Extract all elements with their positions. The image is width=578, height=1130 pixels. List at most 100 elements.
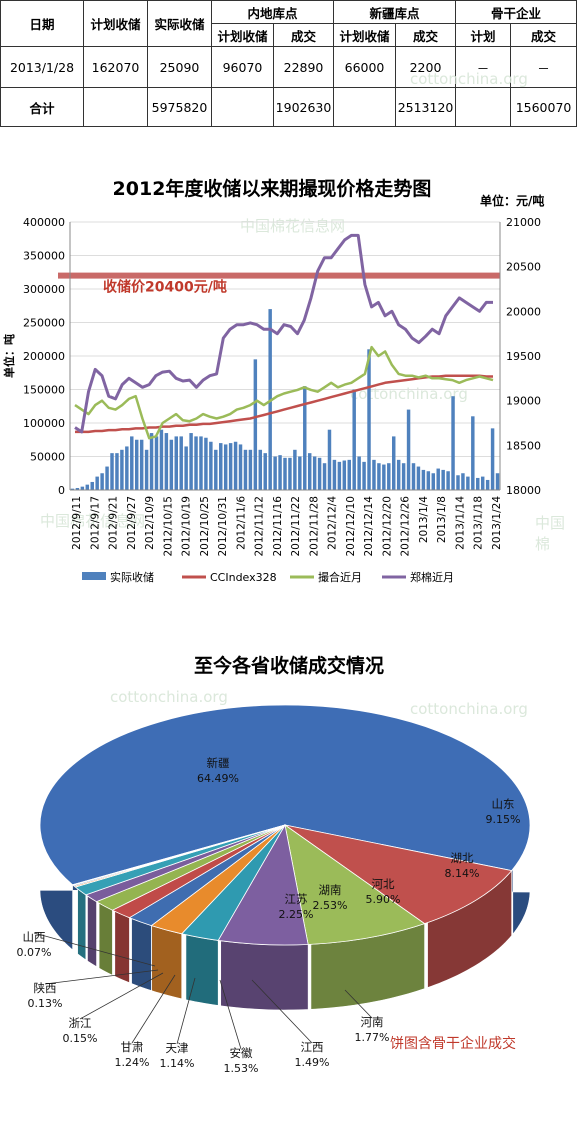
slice-label: 新疆 (207, 756, 230, 770)
province-pie-chart: 至今各省收储成交情况 新疆 64.49% 山东 9.15% 湖北 8.14% 河北 5.90%… (17, 654, 531, 1075)
subheader-cell: 成交 (395, 23, 457, 47)
leader-line (344, 989, 373, 1019)
subheader-cell: 计划收储 (211, 23, 274, 47)
bar (406, 409, 411, 490)
x-tick-label: 2012/10/19 (181, 496, 193, 557)
y-right-tick-label: 18500 (506, 439, 541, 452)
chart1-unit: 单位：元/吨 (480, 193, 544, 208)
slice-pct: 2.53% (313, 899, 348, 912)
pie-side (77, 888, 87, 961)
bar (85, 484, 90, 490)
bar (387, 463, 391, 490)
slice-label: 陕西 (34, 981, 57, 995)
bar (134, 439, 139, 490)
x-tick-label: 2012/10/25 (199, 496, 211, 557)
leader-line (44, 969, 159, 985)
bar (214, 449, 218, 490)
leader-line (219, 979, 242, 1050)
bar (258, 449, 263, 490)
bar (352, 389, 356, 490)
x-tick-label: 2013/1/8 (436, 496, 448, 543)
legend-label: 实际收储 (110, 570, 154, 584)
reference-line: 收储价20400元/吨 (58, 272, 500, 296)
pie-slice-湖北 (284, 824, 426, 945)
x-tick-label: 2012/9/27 (126, 496, 138, 550)
slice-label: 山西 (23, 930, 46, 944)
bar (322, 463, 327, 490)
slice-pct: 1.49% (295, 1056, 330, 1069)
table-cell: － (510, 46, 578, 88)
bar (263, 453, 267, 490)
pie-side (131, 918, 152, 992)
y-right-tick-label: 19500 (506, 350, 541, 363)
storage-summary-table: 日期 计划收储 实际收储 内地库点 新疆库点 骨干企业 计划收储 成交 计划收储… (0, 0, 578, 127)
leader-line (33, 932, 156, 967)
x-tick-label: 2013/1/4 (418, 496, 430, 543)
slice-pct: 1.77% (355, 1031, 390, 1044)
x-tick-label: 2013/1/14 (454, 496, 466, 550)
y-right-tick-label: 21000 (506, 216, 541, 229)
y-left-tick-label: 250000 (23, 317, 65, 330)
bar (332, 459, 337, 490)
slice-label: 浙江 (69, 1016, 92, 1030)
leader-line (79, 972, 164, 1020)
bar (411, 463, 416, 490)
price-trend-chart: 2012年度收储以来期撮现价格走势图 单位：元/吨 单位：吨 收储价20400元… (2, 177, 544, 584)
slice-pct: 2.25% (279, 908, 314, 921)
slice-label: 河南 (361, 1015, 384, 1029)
bar (485, 479, 490, 490)
x-tick-label: 2012/12/4 (327, 496, 339, 550)
header-inland: 内地库点 (210, 0, 335, 24)
bar (446, 471, 450, 490)
x-tick-label: 2012/12/10 (345, 496, 357, 557)
bar (75, 487, 80, 490)
bar-series (70, 309, 500, 490)
bar (278, 455, 282, 490)
bar (392, 436, 396, 490)
bar (219, 443, 223, 490)
bar (233, 441, 238, 490)
x-tick-label: 2012/10/31 (217, 496, 229, 557)
bar (70, 488, 75, 490)
bar (159, 429, 164, 490)
bar (125, 446, 129, 490)
slice-label: 甘肃 (121, 1040, 144, 1054)
chart1-legend: 实际收储 CCIndex328 撮合近月 郑棉近月 (82, 570, 454, 584)
y-left-tick-label: 150000 (23, 384, 65, 397)
header-xinjiang: 新疆库点 (333, 0, 457, 24)
slice-label: 山东 (492, 797, 515, 811)
bar (80, 486, 85, 490)
bar (189, 433, 193, 490)
bar (372, 459, 376, 490)
slice-pct: 1.53% (224, 1062, 259, 1075)
bar (337, 461, 342, 490)
slice-label: 河北 (372, 877, 395, 891)
slice-pct: 5.90% (366, 893, 401, 906)
slice-pct: 1.24% (115, 1056, 150, 1069)
y-right-tick-label: 20000 (506, 305, 541, 318)
table-cell: 162070 (83, 46, 148, 88)
pie-labels: 新疆 64.49% 山东 9.15% 湖北 8.14% 河北 5.90% 湖南 2.53% 江苏 2.… (17, 756, 521, 1075)
legend-swatch (82, 572, 106, 580)
pie-slice-山东 (284, 824, 513, 925)
leader-line (176, 977, 196, 1045)
slice-label: 天津 (166, 1041, 189, 1055)
bar (441, 469, 445, 490)
table-cell: 22890 (272, 46, 335, 88)
watermark: 中国棉 (535, 514, 566, 553)
bar (95, 476, 99, 490)
x-tick-label: 2012/11/22 (290, 496, 302, 557)
bar (154, 436, 159, 490)
line-郑棉近月 (74, 233, 493, 434)
slice-pct: 0.07% (17, 946, 52, 959)
table-cell: 66000 (333, 46, 397, 88)
bar (436, 468, 440, 490)
bar (377, 463, 381, 490)
line-series (74, 233, 494, 440)
watermark: cottonchina.org (410, 70, 528, 88)
y-left-tick-label: 50000 (30, 451, 65, 464)
y-left-tick-label: 350000 (23, 250, 65, 263)
slice-pct: 8.14% (445, 867, 480, 880)
bar (347, 459, 351, 490)
slice-label: 江西 (301, 1040, 324, 1054)
